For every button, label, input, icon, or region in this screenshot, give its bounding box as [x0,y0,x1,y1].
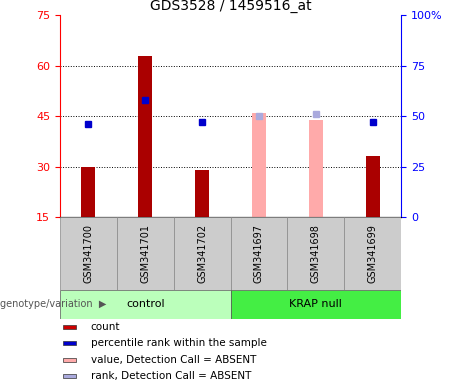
Bar [60,290,230,319]
Bar [63,341,76,345]
Bar [230,290,401,319]
Text: GSM341698: GSM341698 [311,224,321,283]
Text: rank, Detection Call = ABSENT: rank, Detection Call = ABSENT [91,371,251,381]
Bar [117,217,174,290]
Bar [195,170,209,217]
Text: GSM341697: GSM341697 [254,224,264,283]
Text: genotype/variation  ▶: genotype/variation ▶ [0,299,106,310]
Text: count: count [91,321,120,331]
Text: GSM341702: GSM341702 [197,224,207,283]
Bar [287,217,344,290]
Title: GDS3528 / 1459516_at: GDS3528 / 1459516_at [150,0,311,13]
Bar [309,119,323,217]
Bar [60,217,117,290]
Bar [366,157,380,217]
Text: value, Detection Call = ABSENT: value, Detection Call = ABSENT [91,355,256,365]
Bar [174,217,230,290]
Text: GSM341699: GSM341699 [367,224,378,283]
Text: control: control [126,299,165,310]
Bar [81,167,95,217]
Bar [344,217,401,290]
Text: KRAP null: KRAP null [290,299,342,310]
Bar [63,324,76,329]
Bar [63,374,76,378]
Bar [63,358,76,362]
Text: GSM341701: GSM341701 [140,224,150,283]
Text: GSM341700: GSM341700 [83,224,94,283]
Bar [230,217,287,290]
Text: percentile rank within the sample: percentile rank within the sample [91,338,266,348]
Bar [252,113,266,217]
Bar [138,56,152,217]
